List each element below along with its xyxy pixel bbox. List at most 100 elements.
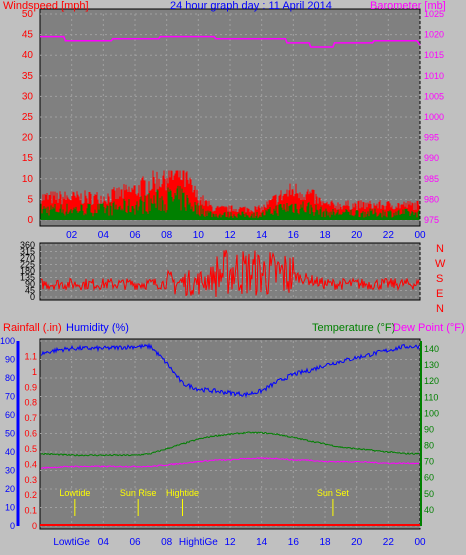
rainfall-y-tick-label: 0.1: [24, 506, 37, 516]
annotation-label: Lowtide: [59, 488, 90, 498]
humidity-y-tick-label: 70: [5, 392, 15, 402]
humidity-y-tick-label: 60: [5, 410, 15, 420]
rainfall-y-tick-label: 0.7: [24, 413, 37, 423]
humidity-x-tick-label: 22: [383, 537, 395, 548]
humidity-y-tick-label: 40: [5, 447, 15, 457]
humidity-x-tick-label: 16: [288, 537, 300, 548]
compass-label-s: S: [436, 273, 443, 285]
humidity-y-tick-label: 20: [5, 484, 15, 494]
direction-y-tick-label: 90: [25, 279, 35, 289]
wind-x-tick-label: 10: [193, 230, 205, 241]
humidity-y-tick-label: 10: [5, 503, 15, 513]
barometer-y-tick-label: 1000: [424, 112, 444, 122]
windspeed-y-tick-label: 5: [27, 194, 33, 205]
humidity-x-tick-label: 00: [414, 537, 426, 548]
humidity-x-tick-label: 14: [256, 537, 268, 548]
rainfall-y-tick-label: 1: [32, 367, 37, 377]
compass-label-n-top: N: [436, 243, 444, 255]
humidity-series-line: [40, 342, 420, 399]
dewpoint-axis-title: Dew Point (°F): [393, 322, 465, 334]
dewpoint-series-line: [40, 457, 420, 470]
direction-y-tick-label: 0: [30, 292, 35, 302]
humidity-axis-title: Humidity (%): [66, 322, 129, 334]
rainfall-y-tick-label: 0.9: [24, 382, 37, 392]
rainfall-y-tick-label: 0.6: [24, 429, 37, 439]
barometer-y-tick-label: 995: [424, 133, 439, 143]
humidity-x-tick-label: HightiGe: [179, 537, 218, 548]
barometer-y-tick-label: 990: [424, 153, 439, 163]
barometer-y-tick-label: 1025: [424, 9, 444, 19]
windspeed-y-tick-label: 10: [22, 174, 34, 185]
axis-layer: 0510152025303540455097598098599099510001…: [0, 9, 444, 548]
barometer-y-tick-label: 1020: [424, 30, 444, 40]
wind-x-tick-label: 08: [161, 230, 173, 241]
windspeed-y-tick-label: 45: [22, 30, 34, 41]
wind-x-tick-label: 16: [288, 230, 300, 241]
barometer-axis-title: Barometer [mb]: [370, 0, 446, 12]
barometer-y-tick-label: 1005: [424, 91, 444, 101]
direction-y-tick-label: 225: [20, 260, 35, 270]
temperature-y-tick-label: 100: [424, 408, 439, 418]
temperature-y-tick-label: 90: [424, 424, 434, 434]
windspeed-y-tick-label: 50: [22, 9, 34, 20]
direction-y-tick-label: 180: [20, 266, 35, 276]
humidity-y-tick-label: 0: [10, 521, 15, 531]
wind-direction-series-line: [40, 249, 420, 298]
wind-x-tick-label: 14: [256, 230, 268, 241]
chart-title: 24 hour graph day : 11 April 2014: [170, 0, 332, 12]
humidity-x-tick-label: 06: [129, 537, 141, 548]
wind-x-tick-label: 02: [66, 230, 78, 241]
windspeed-y-tick-label: 40: [22, 50, 34, 61]
temperature-y-tick-label: 80: [424, 441, 434, 451]
direction-y-tick-label: 360: [20, 240, 35, 250]
rainfall-axis-title: Rainfall (.in): [3, 322, 62, 334]
temperature-y-tick-label: 50: [424, 489, 434, 499]
series-layer: [40, 35, 421, 526]
wind-x-tick-label: 00: [414, 230, 426, 241]
windspeed-y-tick-label: 30: [22, 91, 34, 102]
annotation-label: Hightide: [166, 488, 199, 498]
rainfall-y-tick-label: 0.5: [24, 444, 37, 454]
direction-y-tick-label: 315: [20, 247, 35, 257]
humidity-x-tick-label: LowtiGe: [53, 537, 90, 548]
wind-x-tick-label: 12: [224, 230, 236, 241]
compass-label-n-bottom: N: [436, 303, 444, 315]
rainfall-y-tick-label: 1.1: [24, 351, 37, 361]
wind-x-tick-label: 18: [319, 230, 331, 241]
temperature-y-tick-label: 120: [424, 376, 439, 386]
humidity-x-tick-label: 18: [319, 537, 331, 548]
rainfall-y-tick-label: 0.3: [24, 475, 37, 485]
windspeed-y-tick-label: 25: [22, 112, 34, 123]
temperature-y-tick-label: 70: [424, 457, 434, 467]
temperature-y-tick-label: 110: [424, 392, 438, 402]
barometer-series-line: [40, 35, 421, 48]
barometer-y-tick-label: 1010: [424, 71, 444, 81]
wind-x-tick-label: 06: [129, 230, 141, 241]
barometer-y-tick-label: 1015: [424, 50, 444, 60]
rainfall-y-tick-label: 0.4: [24, 459, 37, 469]
barometer-y-tick-label: 980: [424, 194, 439, 204]
humidity-x-tick-label: 20: [351, 537, 363, 548]
direction-y-tick-label: 45: [25, 286, 35, 296]
humidity-x-tick-label: 12: [224, 537, 236, 548]
temperature-y-tick-label: 130: [424, 360, 439, 370]
temperature-y-tick-label: 60: [424, 473, 434, 483]
wind-x-tick-label: 04: [98, 230, 110, 241]
annotation-label: Sun Rise: [120, 488, 157, 498]
barometer-y-tick-label: 985: [424, 174, 439, 184]
direction-y-tick-label: 135: [20, 273, 35, 283]
windspeed-axis-title: Windspeed [mph]: [3, 0, 89, 12]
compass-label-w: W: [435, 258, 446, 270]
humidity-y-tick-label: 30: [5, 466, 15, 476]
humidity-y-tick-label: 50: [5, 429, 15, 439]
temperature-series-line: [40, 431, 420, 457]
direction-y-tick-label: 270: [20, 253, 35, 263]
windspeed-y-tick-label: 0: [27, 215, 33, 226]
annotation-layer: Lowtide Sun Rise Hightide Sun Set: [59, 488, 349, 516]
humidity-y-tick-label: 90: [5, 355, 15, 365]
rainfall-y-tick-label: 0: [32, 521, 37, 531]
wind-x-tick-label: 20: [351, 230, 363, 241]
humidity-y-tick-label: 80: [5, 373, 15, 383]
rainfall-y-tick-label: 0.8: [24, 398, 37, 408]
